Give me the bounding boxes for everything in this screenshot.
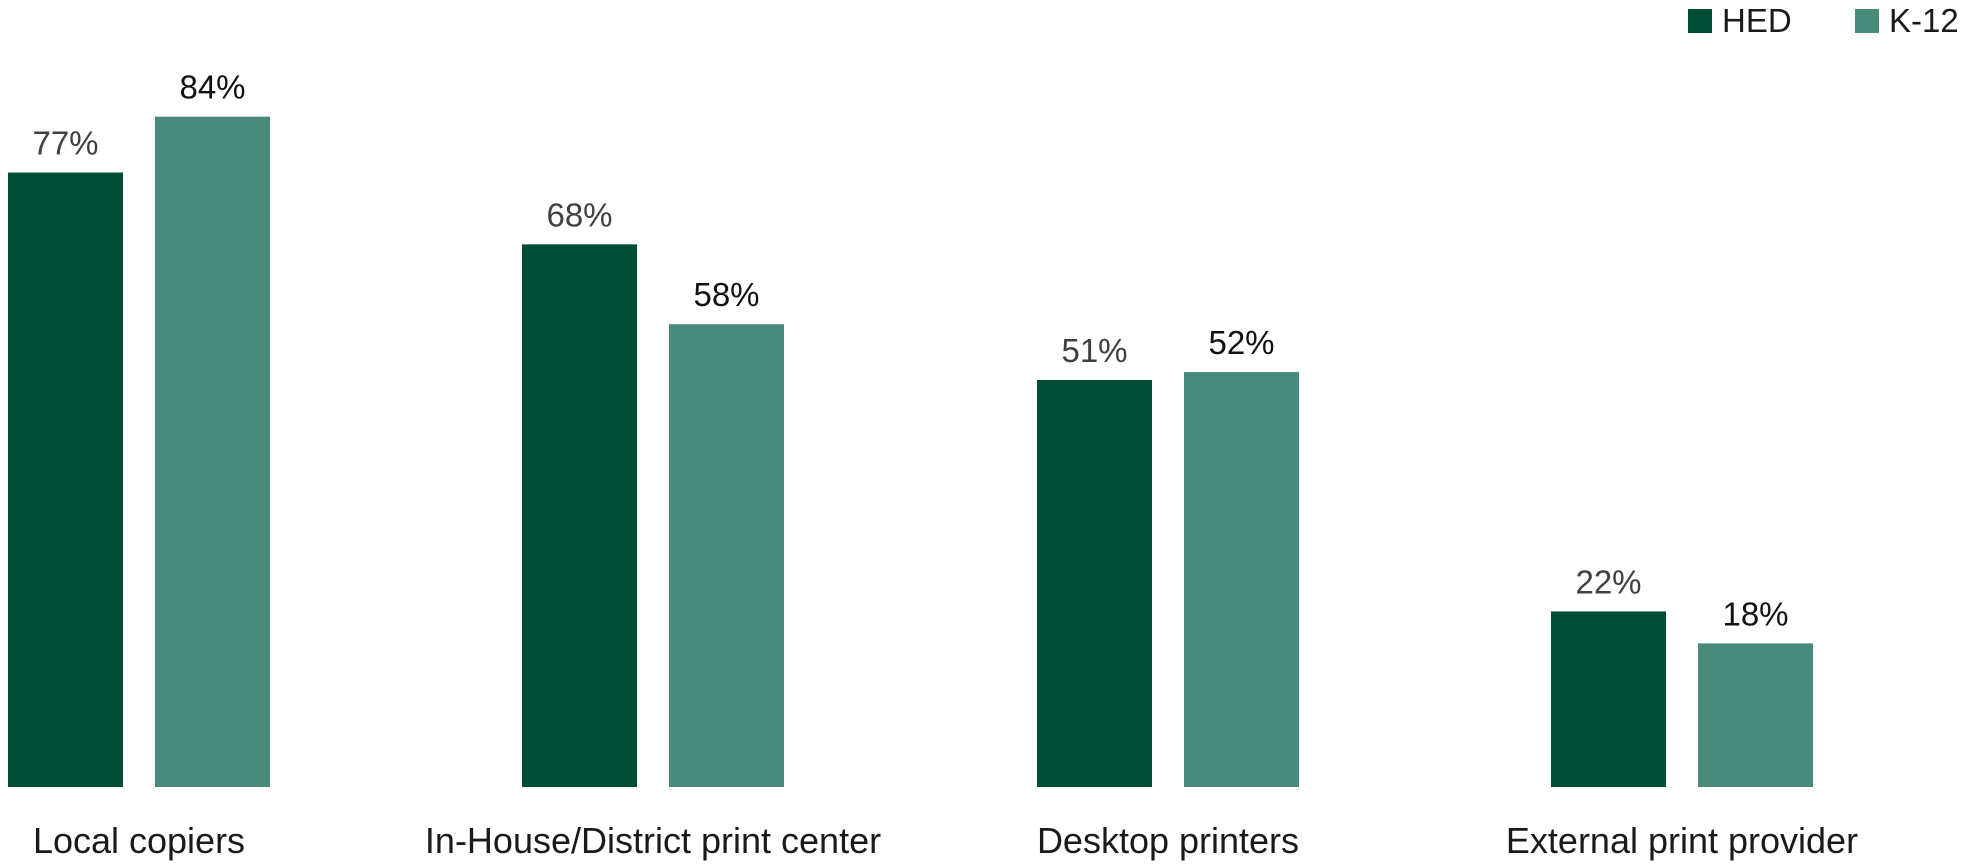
- legend-item-k12: K-12: [1855, 2, 1959, 39]
- bar-k-12-local-copiers: [155, 116, 270, 788]
- category-label-in-house-district-print-center: In-House/District print center: [425, 820, 881, 861]
- legend-label-hed: HED: [1722, 2, 1792, 39]
- data-label-hed-in-house-district-print-center: 68%: [546, 196, 612, 233]
- category-label-local-copiers: Local copiers: [33, 820, 245, 861]
- data-label-k-12-desktop-printers: 52%: [1208, 324, 1274, 361]
- bar-k-12-in-house-district-print-center: [669, 324, 784, 787]
- data-label-hed-desktop-printers: 51%: [1061, 332, 1127, 369]
- legend-swatch-hed: [1688, 9, 1712, 33]
- bar-group-desktop-printers: 51% 52% Desktop printers: [1037, 324, 1299, 861]
- bar-group-local-copiers: 77% 84% Local copiers: [8, 69, 270, 861]
- bar-group-external-print-provider: 22% 18% External print provider: [1506, 563, 1858, 861]
- bar-hed-in-house-district-print-center: [522, 244, 637, 788]
- bar-hed-local-copiers: [8, 172, 123, 788]
- data-label-hed-local-copiers: 77%: [32, 125, 98, 162]
- category-label-external-print-provider: External print provider: [1506, 820, 1858, 861]
- data-label-k-12-local-copiers: 84%: [179, 69, 245, 106]
- legend-label-k12: K-12: [1889, 2, 1959, 39]
- bar-hed-external-print-provider: [1551, 611, 1666, 787]
- data-label-k-12-in-house-district-print-center: 58%: [693, 276, 759, 313]
- legend-swatch-k12: [1855, 9, 1879, 33]
- bar-k-12-external-print-provider: [1698, 643, 1813, 787]
- plot-area: 77% 84% Local copiers 68% 58% In-House/Distri…: [8, 69, 1858, 861]
- legend: HED K-12: [1688, 2, 1959, 39]
- category-label-desktop-printers: Desktop printers: [1037, 820, 1299, 861]
- bar-group-in-house-district-print-center: 68% 58% In-House/District print center: [425, 196, 881, 861]
- data-label-k-12-external-print-provider: 18%: [1722, 595, 1788, 632]
- bar-hed-desktop-printers: [1037, 380, 1152, 787]
- legend-item-hed: HED: [1688, 2, 1792, 39]
- bar-k-12-desktop-printers: [1184, 372, 1299, 787]
- data-label-hed-external-print-provider: 22%: [1575, 563, 1641, 600]
